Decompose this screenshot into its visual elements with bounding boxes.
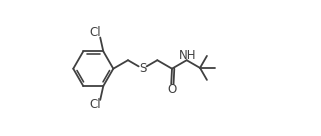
Text: S: S bbox=[139, 62, 146, 75]
Text: Cl: Cl bbox=[90, 26, 101, 39]
Text: NH: NH bbox=[179, 49, 196, 62]
Text: O: O bbox=[167, 83, 177, 96]
Text: Cl: Cl bbox=[90, 98, 101, 111]
